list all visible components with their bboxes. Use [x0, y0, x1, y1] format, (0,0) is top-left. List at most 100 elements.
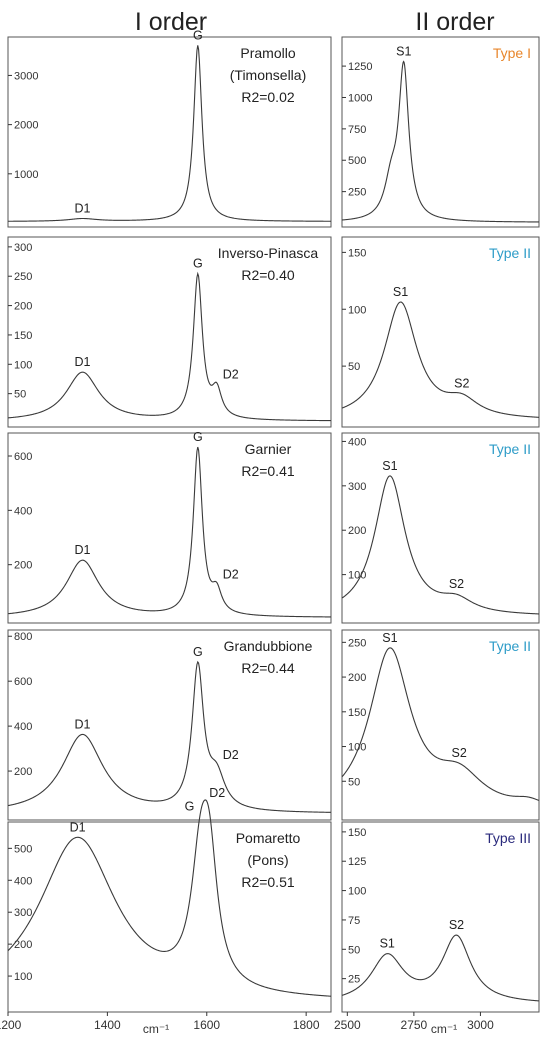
sample-annotation: Inverso-Pinasca	[218, 245, 319, 261]
type-label: Type III	[485, 830, 531, 846]
y-tick-label: 150	[348, 707, 366, 719]
y-tick-label: 200	[14, 301, 32, 313]
sample-annotation: R2=0.40	[241, 267, 295, 283]
sample-annotation: R2=0.41	[241, 463, 295, 479]
x-tick-label: 2750	[401, 1018, 428, 1032]
type-label: Type II	[489, 245, 531, 261]
spectrum-line-first-order-5	[7, 799, 332, 997]
y-tick-label: 100	[348, 304, 366, 316]
y-tick-label: 150	[348, 247, 366, 259]
panel-frame-second-order-5	[341, 821, 540, 1013]
peak-label-g: G	[193, 28, 203, 42]
y-tick-label: 200	[14, 560, 32, 572]
peak-label-g: G	[193, 257, 203, 271]
y-tick-label: 1000	[14, 169, 38, 181]
x-tick-label: 1600	[193, 1018, 220, 1032]
y-tick-label: 50	[348, 361, 360, 373]
spectrum-line-second-order-3	[341, 475, 540, 615]
y-tick-label: 300	[14, 907, 32, 919]
peak-label-s1: S1	[396, 45, 411, 59]
y-tick-label: 750	[348, 124, 366, 136]
y-tick-label: 200	[14, 766, 32, 778]
spectrum-line-second-order-4	[341, 647, 540, 801]
type-label: Type II	[489, 441, 531, 457]
type-label: Type I	[493, 45, 531, 61]
panel-frame-first-order-2	[7, 236, 332, 428]
y-tick-label: 50	[348, 944, 360, 956]
peak-label-s2: S2	[451, 746, 466, 760]
panel-frame-second-order-2	[341, 236, 540, 428]
x-tick-label: 3000	[467, 1018, 494, 1032]
second-order-header: II order	[415, 8, 494, 36]
y-tick-label: 25	[348, 974, 360, 986]
spectrum-line-second-order-5	[341, 934, 540, 1002]
sample-annotation: Grandubbione	[224, 638, 313, 654]
panel-frame-first-order-3	[7, 432, 332, 624]
spectrum-line-first-order-1	[8, 45, 332, 222]
y-tick-label: 2000	[14, 120, 38, 132]
y-tick-label: 150	[14, 330, 32, 342]
peak-label-d1: D1	[75, 355, 91, 369]
sample-annotation: Pramollo	[240, 45, 295, 61]
y-tick-label: 3000	[14, 70, 38, 82]
y-tick-label: 200	[348, 525, 366, 537]
sample-annotation: R2=0.51	[241, 874, 295, 890]
y-tick-label: 50	[14, 389, 26, 401]
y-tick-label: 300	[14, 242, 32, 254]
panel-frame-first-order-1	[7, 36, 332, 228]
y-tick-label: 300	[348, 481, 366, 493]
x-tick-label: 1200	[0, 1018, 22, 1032]
spectra-panels: 1000 2000 3000 D1 G 250 500 750 1000 1250 S1 Pramol…	[0, 28, 540, 1032]
peak-label-d2: D2	[223, 748, 239, 762]
spectrum-line-first-order-2	[7, 271, 332, 422]
y-tick-label: 200	[348, 672, 366, 684]
x-axis-label-second-order: cm⁻¹	[431, 1022, 457, 1036]
y-tick-label: 200	[14, 939, 32, 951]
y-tick-label: 400	[14, 875, 32, 887]
y-tick-label: 250	[348, 637, 366, 649]
peak-label-s2: S2	[449, 918, 464, 932]
y-tick-label: 600	[14, 451, 32, 463]
panel-frame-second-order-3	[341, 432, 540, 624]
x-tick-label: 1800	[293, 1018, 320, 1032]
y-tick-label: 600	[14, 676, 32, 688]
spectrum-line-first-order-4	[7, 660, 332, 813]
panel-frame-first-order-4	[7, 629, 332, 821]
peak-label-d1: D1	[75, 201, 91, 215]
peak-label-s1: S1	[382, 459, 397, 473]
x-tick-label: 1400	[94, 1018, 121, 1032]
y-tick-label: 50	[348, 776, 360, 788]
peak-label-s1: S1	[393, 285, 408, 299]
sample-annotation: (Timonsella)	[230, 67, 307, 83]
sample-annotation: R2=0.44	[241, 660, 295, 676]
y-tick-label: 400	[14, 721, 32, 733]
y-tick-label: 125	[348, 856, 366, 868]
y-tick-label: 100	[348, 570, 366, 582]
peak-label-g: G	[193, 645, 203, 659]
y-tick-label: 100	[348, 886, 366, 898]
peak-label-s2: S2	[454, 377, 469, 391]
peak-label-d2: D2	[209, 786, 225, 800]
spectrum-line-second-order-1	[341, 60, 539, 223]
y-tick-label: 250	[348, 187, 366, 199]
panel-frame-second-order-4	[341, 629, 540, 821]
y-tick-label: 100	[348, 742, 366, 754]
panel-frame-second-order-1	[341, 36, 540, 228]
y-tick-label: 100	[14, 359, 32, 371]
sample-annotation: Garnier	[245, 441, 292, 457]
y-tick-label: 400	[348, 436, 366, 448]
y-tick-label: 250	[14, 271, 32, 283]
spectrum-line-first-order-3	[7, 446, 332, 618]
first-order-header: I order	[135, 8, 207, 36]
type-label: Type II	[489, 638, 531, 654]
y-tick-label: 75	[348, 915, 360, 927]
peak-label-s1: S1	[380, 937, 395, 951]
y-tick-label: 1000	[348, 92, 372, 104]
peak-label-d2: D2	[223, 567, 239, 581]
y-tick-label: 500	[14, 843, 32, 855]
peak-label-d1: D1	[70, 820, 86, 834]
peak-label-g: G	[193, 430, 203, 444]
panel-frame-first-order-5	[7, 821, 332, 1013]
y-tick-label: 150	[348, 827, 366, 839]
